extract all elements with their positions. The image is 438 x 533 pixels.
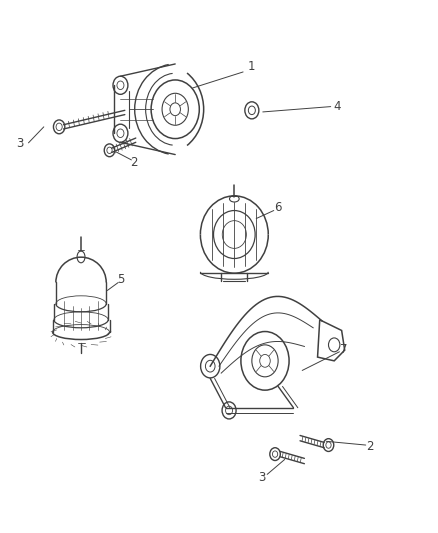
Text: 5: 5 (117, 273, 124, 286)
Text: 2: 2 (130, 156, 138, 169)
Text: 1: 1 (248, 60, 256, 73)
Text: 3: 3 (258, 471, 265, 484)
Text: 6: 6 (274, 201, 282, 214)
Text: 2: 2 (366, 440, 374, 453)
Text: 3: 3 (16, 138, 23, 150)
Text: 7: 7 (340, 343, 348, 356)
Text: 4: 4 (333, 100, 341, 113)
